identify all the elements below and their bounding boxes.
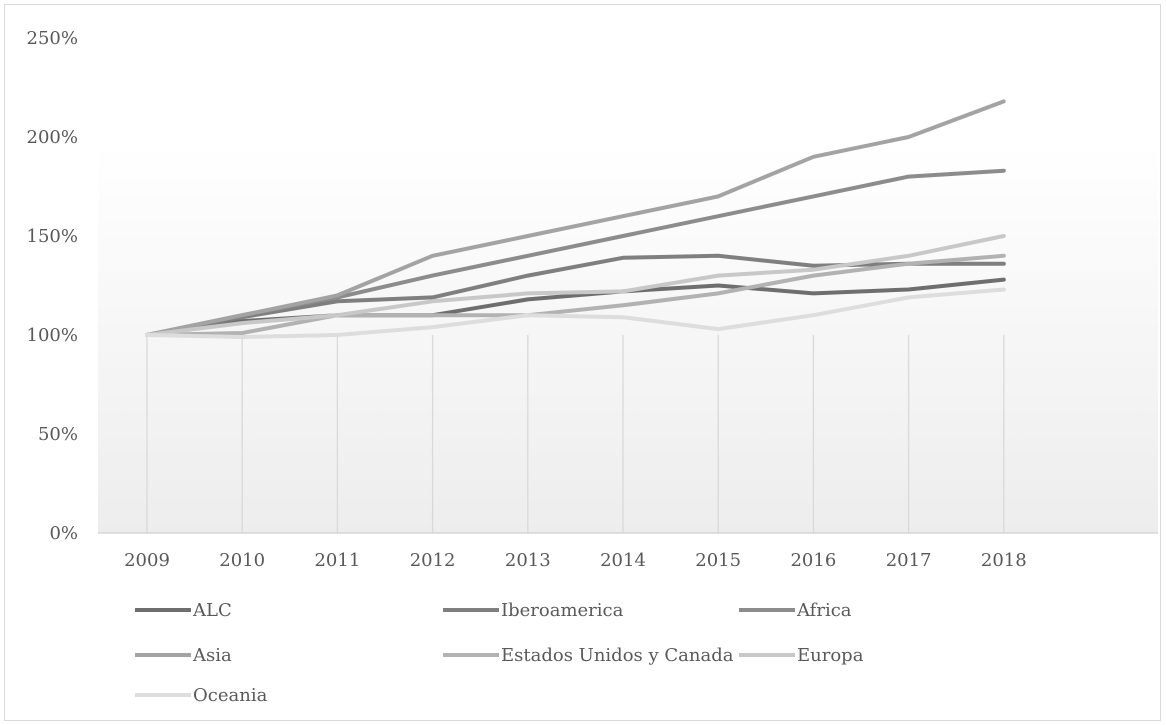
x-tick-label: 2016 [790,550,836,571]
legend-label: Iberoamerica [501,600,624,621]
legend-label: Europa [797,645,864,666]
series-lines [145,99,1006,339]
legend-item-iberoamerica: Iberoamerica [443,600,624,621]
x-tick-label: 2018 [981,550,1027,571]
y-tick-label: 50% [38,424,78,445]
y-axis-tick-labels: 0% 50% 100% 150% 200% 250% [27,28,78,544]
y-tick-label: 250% [27,28,78,49]
x-tick-label: 2015 [695,550,741,571]
legend-item-asia: Asia [135,645,232,666]
legend-label: Africa [796,600,852,621]
x-tick-label: 2012 [410,550,456,571]
series-line-asia [145,99,1006,337]
y-tick-label: 150% [27,226,78,247]
series-line-oceania [145,287,1006,339]
y-tick-label: 200% [27,127,78,148]
legend-label: Asia [192,645,232,666]
vertical-gridlines [146,335,1005,533]
x-tick-label: 2009 [124,550,170,571]
legend-item-africa: Africa [739,600,852,621]
series-line-estados-unidos-y-canada [145,253,1006,337]
legend-item-alc: ALC [135,600,232,621]
legend-item-estados-unidos-y-canada: Estados Unidos y Canada [443,645,734,666]
series-line-europa [145,234,1006,337]
x-tick-label: 2010 [219,550,265,571]
x-tick-label: 2013 [505,550,551,571]
x-axis-tick-labels: 2009 2010 2011 2012 2013 2014 2015 2016 2017 2018 [124,550,1027,571]
legend: ALC Iberoamerica Africa Asia Estados Unidos … [135,600,864,706]
legend-label: Oceania [193,685,268,706]
x-tick-label: 2017 [886,550,932,571]
y-tick-label: 100% [27,325,78,346]
legend-label: ALC [192,600,232,621]
x-tick-label: 2014 [600,550,646,571]
y-tick-label: 0% [49,523,78,544]
legend-item-europa: Europa [739,645,864,666]
legend-item-oceania: Oceania [135,685,268,706]
x-tick-label: 2011 [314,550,360,571]
legend-label: Estados Unidos y Canada [501,645,734,666]
